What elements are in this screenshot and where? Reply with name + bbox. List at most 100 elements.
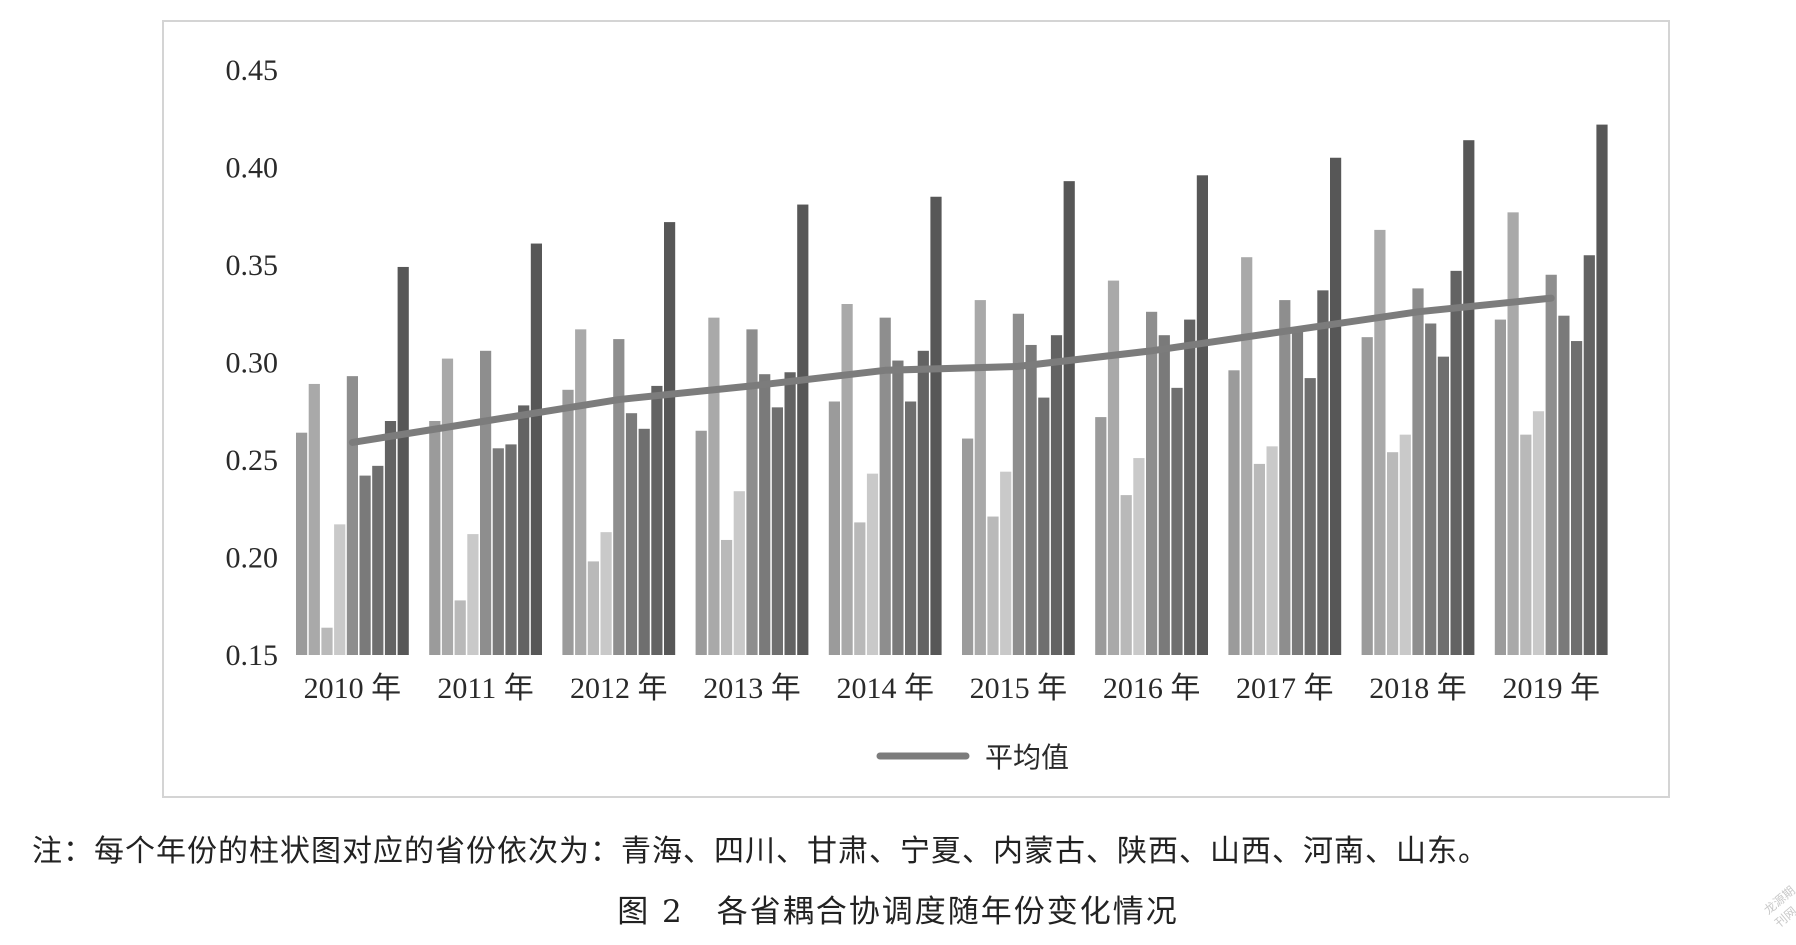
bar: [1532, 411, 1545, 655]
bar: [733, 491, 745, 655]
bar: [575, 329, 587, 655]
bar: [480, 350, 492, 655]
x-tick-label: 2019 年: [1502, 672, 1600, 705]
bar: [1146, 311, 1158, 655]
bar: [784, 372, 796, 655]
bar: [1038, 397, 1050, 655]
bar: [854, 522, 866, 655]
bar: [397, 266, 409, 655]
y-tick-label: 0.35: [226, 249, 279, 282]
bar: [518, 405, 530, 655]
bar: [1063, 181, 1075, 655]
bar: [321, 627, 333, 655]
bar: [962, 438, 974, 655]
chart-note: 注：每个年份的柱状图对应的省份依次为：青海、四川、甘肃、宁夏、内蒙古、陕西、山西…: [32, 834, 1489, 869]
bar: [1450, 270, 1462, 655]
x-tick-label: 2016 年: [1103, 672, 1201, 705]
bar: [930, 196, 942, 655]
bar: [746, 329, 758, 655]
bar: [346, 376, 358, 655]
bar: [1558, 315, 1570, 655]
bar: [467, 534, 479, 655]
bar: [441, 358, 454, 655]
x-tick-label: 2012 年: [570, 672, 668, 705]
bar: [1507, 212, 1519, 655]
x-tick-label: 2011 年: [437, 672, 533, 705]
bar: [695, 430, 707, 655]
bar: [1596, 124, 1608, 656]
bar: [759, 374, 771, 655]
bar: [721, 539, 733, 655]
bar: [797, 204, 809, 656]
bar: [1171, 387, 1183, 655]
bar: [384, 421, 397, 655]
bar: [1437, 356, 1449, 655]
bar: [974, 300, 986, 655]
bar: [828, 401, 840, 655]
bar: [708, 317, 720, 655]
x-tick-label: 2018 年: [1369, 672, 1467, 705]
bar: [1412, 288, 1424, 655]
bar: [562, 389, 574, 655]
bar: [1545, 274, 1557, 655]
bar: [613, 339, 625, 655]
legend-label: 平均值: [985, 741, 1069, 774]
bar: [1361, 337, 1373, 655]
bar: [372, 465, 384, 655]
bar: [866, 473, 879, 655]
bar: [296, 432, 308, 655]
bar: [1012, 313, 1024, 655]
bar: [1291, 331, 1304, 655]
bar: [505, 444, 517, 655]
bar: [1494, 319, 1506, 655]
bar: [1025, 344, 1037, 655]
bar: [587, 561, 599, 655]
bar: [892, 360, 904, 655]
y-tick-label: 0.15: [226, 639, 279, 672]
bar: [1463, 140, 1475, 655]
x-tick-label: 2015 年: [970, 672, 1068, 705]
x-tick-label: 2017 年: [1236, 672, 1334, 705]
bar: [638, 428, 650, 655]
bar: [1317, 290, 1329, 655]
bar: [1107, 280, 1120, 655]
y-tick-label: 0.25: [226, 444, 279, 477]
x-tick-label: 2014 年: [836, 672, 934, 705]
bar: [334, 524, 346, 655]
bar: [917, 350, 929, 655]
bar: [625, 413, 638, 655]
figure-caption: 图 2 各省耦合协调度随年份变化情况: [617, 894, 1179, 930]
bar: [1520, 434, 1532, 655]
bar: [1095, 417, 1107, 655]
bar: [1196, 175, 1208, 656]
bar: [359, 475, 371, 655]
bar: [429, 421, 441, 655]
bar: [1266, 446, 1278, 655]
bar: [308, 383, 320, 655]
bar: [1000, 471, 1012, 655]
bar: [879, 317, 891, 655]
bar: [454, 600, 466, 655]
bar: [1253, 463, 1265, 655]
bar: [1050, 335, 1063, 655]
y-tick-label: 0.45: [226, 54, 279, 87]
bar: [1330, 157, 1342, 655]
bar: [600, 532, 612, 655]
bar: [1374, 229, 1386, 655]
bar: [1241, 257, 1253, 655]
bar: [651, 385, 663, 655]
bar: [1387, 452, 1399, 655]
x-tick-label: 2013 年: [703, 672, 801, 705]
bar: [905, 401, 917, 655]
bar: [1120, 495, 1132, 655]
x-tick-label: 2010 年: [304, 672, 402, 705]
y-tick-label: 0.20: [226, 542, 279, 575]
y-tick-label: 0.40: [226, 152, 279, 185]
bar: [1399, 434, 1411, 655]
average-line: [348, 294, 1555, 446]
bar: [1133, 458, 1145, 655]
bar: [771, 407, 783, 655]
bar: [987, 516, 999, 655]
bar: [1184, 319, 1196, 655]
